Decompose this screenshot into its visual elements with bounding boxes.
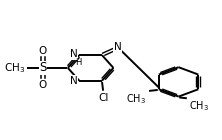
Text: S: S bbox=[39, 61, 47, 74]
Text: N: N bbox=[70, 76, 77, 86]
Text: CH$_3$: CH$_3$ bbox=[126, 92, 146, 106]
Text: N: N bbox=[114, 42, 121, 52]
Text: N: N bbox=[70, 49, 77, 60]
Text: Cl: Cl bbox=[98, 93, 108, 102]
Text: O: O bbox=[39, 46, 47, 56]
Text: CH$_3$: CH$_3$ bbox=[189, 99, 209, 113]
Text: O: O bbox=[39, 80, 47, 90]
Text: CH$_3$: CH$_3$ bbox=[4, 61, 26, 75]
Text: H: H bbox=[76, 58, 82, 67]
